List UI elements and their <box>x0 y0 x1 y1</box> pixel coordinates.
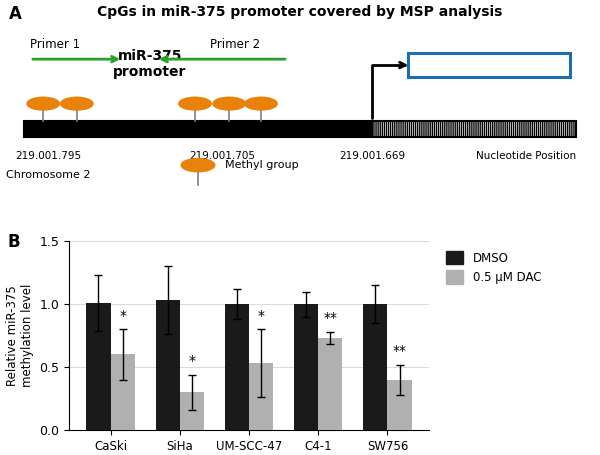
Bar <box>110 354 135 430</box>
FancyBboxPatch shape <box>408 53 570 77</box>
Circle shape <box>245 97 277 110</box>
Text: B: B <box>7 233 20 251</box>
Text: A: A <box>9 5 22 23</box>
Text: 219.001.669: 219.001.669 <box>339 152 405 162</box>
Text: 219.001.705: 219.001.705 <box>189 152 255 162</box>
Circle shape <box>213 97 245 110</box>
Text: Nucleotide Position: Nucleotide Position <box>476 152 576 162</box>
Bar <box>249 363 273 430</box>
Text: **: ** <box>392 344 407 358</box>
Text: CpGs in miR-375 promoter covered by MSP analysis: CpGs in miR-375 promoter covered by MSP … <box>97 5 503 19</box>
Circle shape <box>181 158 215 172</box>
Bar <box>225 304 249 430</box>
Bar <box>86 303 110 430</box>
Text: *: * <box>119 309 126 323</box>
Bar <box>24 121 372 137</box>
Text: Chromosome 2: Chromosome 2 <box>6 170 90 180</box>
Bar <box>363 304 388 430</box>
Text: miR-375
promoter: miR-375 promoter <box>113 49 187 79</box>
Legend: DMSO, 0.5 μM DAC: DMSO, 0.5 μM DAC <box>446 251 541 284</box>
Bar <box>318 338 343 430</box>
Text: Start miR-375 gene: Start miR-375 gene <box>416 59 562 71</box>
Text: Primer 2: Primer 2 <box>210 38 260 51</box>
Text: *: * <box>188 354 196 368</box>
Y-axis label: Relative miR-375
methylation level: Relative miR-375 methylation level <box>6 284 34 387</box>
Text: Methyl group: Methyl group <box>225 160 299 170</box>
Circle shape <box>61 97 93 110</box>
Bar <box>294 304 318 430</box>
Bar <box>180 392 204 430</box>
Text: **: ** <box>323 312 337 325</box>
Bar <box>155 300 180 430</box>
Text: *: * <box>257 309 265 323</box>
Text: 219.001.795: 219.001.795 <box>15 152 81 162</box>
Circle shape <box>27 97 59 110</box>
Circle shape <box>179 97 211 110</box>
Bar <box>372 121 576 137</box>
Bar <box>388 379 412 430</box>
Text: Primer 1: Primer 1 <box>30 38 80 51</box>
